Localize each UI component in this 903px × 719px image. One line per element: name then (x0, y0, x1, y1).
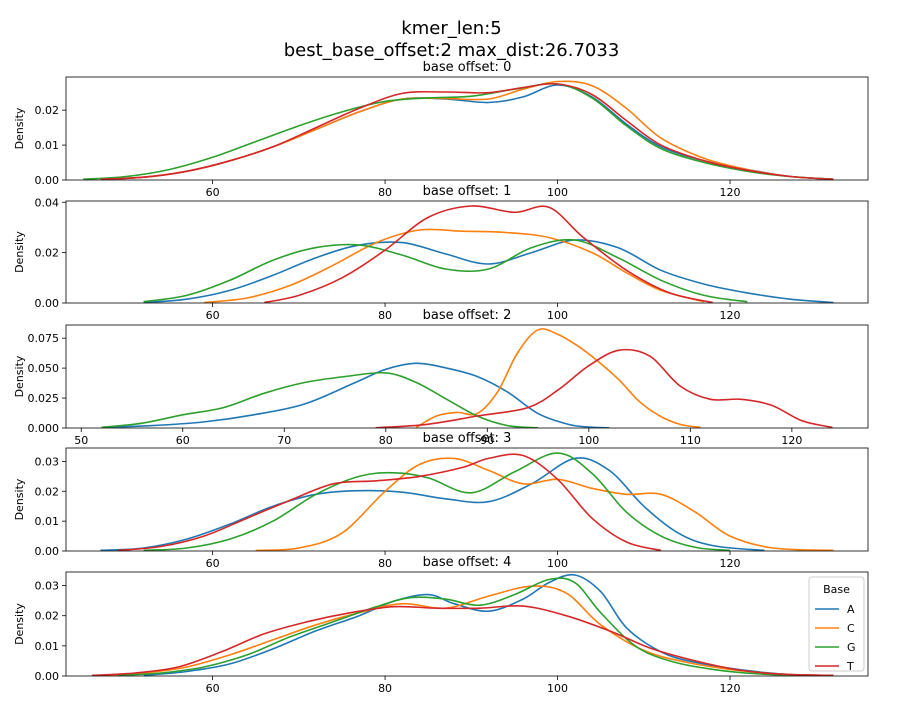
x-tick-label: 80 (378, 682, 392, 695)
x-tick-label: 50 (74, 434, 88, 447)
subplot-1: 60 80 100 120 0.00 0.02 0.04 Density base offset… (13, 184, 869, 322)
series-line-C (415, 328, 701, 428)
x-tick-label: 80 (378, 557, 392, 570)
x-tick-label: 60 (176, 434, 190, 447)
x-tick-label: 120 (720, 682, 741, 695)
x-tick-label: 100 (547, 186, 568, 199)
series-line-G (143, 452, 731, 551)
y-tick-label: 0.01 (35, 515, 60, 528)
series-line-C (100, 585, 834, 676)
y-axis-label: Density (13, 107, 26, 149)
y-tick-label: 0.03 (35, 580, 60, 593)
series-line-A (143, 573, 834, 676)
x-tick-label: 100 (578, 434, 599, 447)
x-tick-label: 80 (379, 434, 393, 447)
series-line-G (83, 82, 834, 180)
legend-label-A: A (847, 603, 855, 616)
series-line-C (255, 457, 834, 551)
subplot-title: base offset: 2 (423, 308, 512, 323)
axes-frame (65, 571, 869, 677)
y-axis-label: Density (13, 355, 26, 397)
series-line-G (117, 577, 834, 676)
y-tick-label: 0.00 (35, 297, 60, 310)
series-line-A (100, 457, 765, 551)
y-tick-label: 0.02 (35, 485, 60, 498)
subplot-title: base offset: 3 (423, 431, 512, 446)
x-tick-label: 60 (206, 557, 220, 570)
y-tick-label: 0.050 (28, 362, 60, 375)
series-line-C (203, 228, 705, 303)
x-tick-label: 80 (378, 309, 392, 322)
x-tick-label: 100 (547, 557, 568, 570)
y-tick-label: 0.02 (35, 104, 60, 117)
x-tick-label: 80 (378, 186, 392, 199)
series-line-T (264, 205, 713, 303)
subplot-3: 60 80 100 120 0.00 0.01 0.02 0.03 Density base of… (13, 431, 869, 570)
series-line-T (375, 348, 833, 428)
series-line-G (143, 238, 748, 303)
x-tick-label: 100 (547, 309, 568, 322)
x-tick-label: 120 (720, 309, 741, 322)
series-line-T (100, 82, 834, 180)
x-tick-label: 90 (480, 434, 494, 447)
y-tick-label: 0.00 (35, 670, 60, 683)
subplot-title: base offset: 1 (423, 184, 512, 199)
y-tick-label: 0.00 (35, 174, 60, 187)
x-tick-label: 120 (781, 434, 802, 447)
series-line-G (101, 371, 539, 428)
y-tick-label: 0.02 (35, 247, 60, 260)
axes-frame (65, 447, 869, 552)
series-line-T (117, 453, 662, 551)
series-line-A (143, 239, 834, 303)
y-tick-label: 0.04 (35, 196, 60, 209)
y-tick-label: 0.025 (28, 392, 60, 405)
legend-label-T: T (846, 660, 854, 673)
series-line-T (91, 605, 834, 676)
figure-title-line1: kmer_len:5 (401, 18, 502, 39)
y-tick-label: 0.02 (35, 610, 60, 623)
x-tick-label: 120 (720, 186, 741, 199)
axes-frame (65, 76, 869, 181)
legend-label-C: C (847, 622, 855, 635)
x-tick-label: 110 (680, 434, 701, 447)
y-tick-label: 0.075 (28, 332, 60, 345)
y-tick-label: 0.01 (35, 139, 60, 152)
axes-frame (65, 200, 869, 304)
x-tick-label: 60 (206, 682, 220, 695)
legend-label-G: G (847, 641, 856, 654)
subplot-2: 50 60 70 80 90 100 110 120 0.000 0.025 0.050 0.075D… (13, 308, 869, 447)
axes-frame (65, 324, 869, 429)
series-line-A (101, 362, 610, 428)
x-tick-label: 100 (547, 682, 568, 695)
figure-title-line2: best_base_offset:2 max_dist:26.7033 (283, 40, 620, 61)
subplot-title: base offset: 0 (423, 60, 512, 75)
x-tick-label: 70 (277, 434, 291, 447)
subplot-0: 60 80 100 120 0.00 0.01 0.02 Density base offset… (13, 60, 869, 199)
x-tick-label: 60 (206, 186, 220, 199)
legend-title: Base (823, 583, 850, 596)
y-axis-label: Density (13, 231, 26, 273)
x-tick-label: 60 (206, 309, 220, 322)
y-tick-label: 0.000 (28, 422, 60, 435)
y-tick-label: 0.00 (35, 545, 60, 558)
y-axis-label: Density (13, 603, 26, 645)
y-axis-label: Density (13, 478, 26, 520)
subplot-4: 60 80 100 120 0.00 0.01 0.02 0.03 Density base of… (13, 555, 869, 695)
x-tick-label: 120 (720, 557, 741, 570)
y-tick-label: 0.03 (35, 455, 60, 468)
y-tick-label: 0.01 (35, 640, 60, 653)
subplot-title: base offset: 4 (423, 555, 512, 570)
